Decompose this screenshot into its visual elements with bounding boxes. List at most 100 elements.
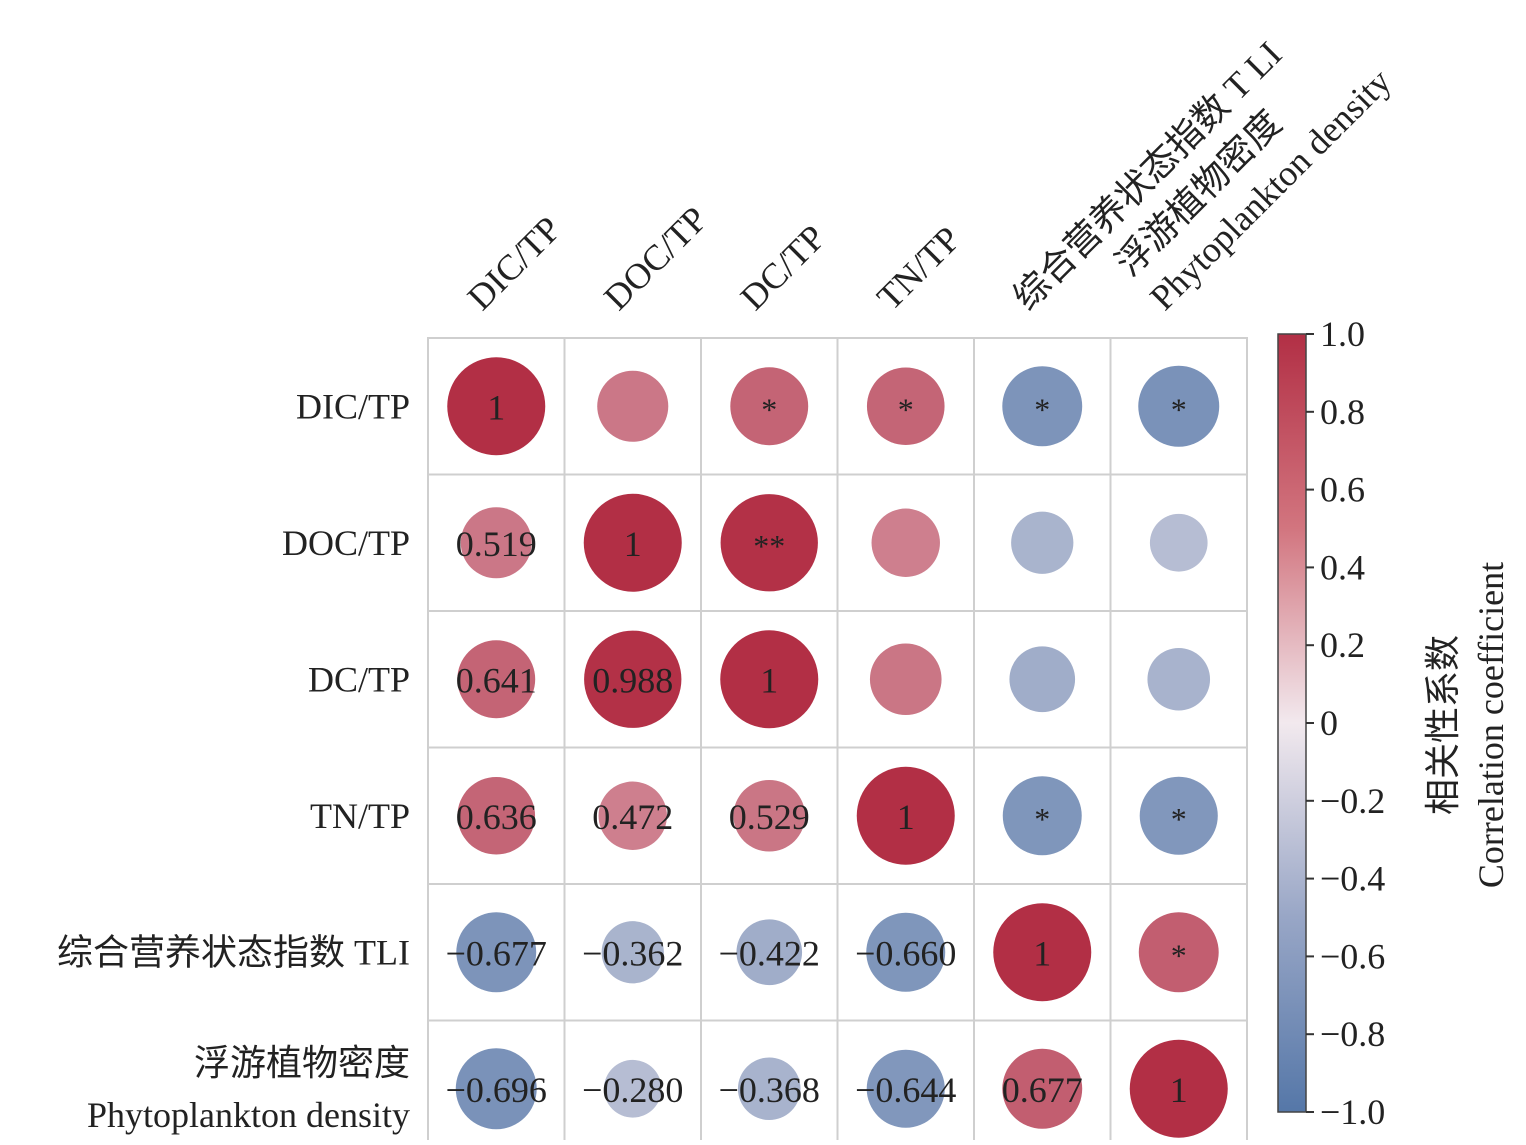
significance-mark: * <box>1034 801 1050 837</box>
colorbar-tick-label: −0.2 <box>1320 781 1385 821</box>
significance-mark: * <box>898 391 914 427</box>
column-label-line: 综合营养状态指数 T LI <box>1006 34 1290 318</box>
diagonal-label: 1 <box>1170 1070 1188 1110</box>
colorbar-tick-label: −1.0 <box>1320 1092 1385 1132</box>
correlation-circle <box>597 370 669 442</box>
significance-mark: ** <box>753 528 785 564</box>
colorbar-tick-label: 0.2 <box>1320 625 1365 665</box>
correlation-circle <box>457 640 536 719</box>
row-label: DC/TP <box>308 659 410 699</box>
correlation-value-label: −0.677 <box>446 933 547 973</box>
column-labels: DIC/TP DOC/TP DC/TP TN/TP 综合营养状态指数 T LI浮游植物密… <box>460 34 1399 318</box>
correlation-value-label: −0.368 <box>719 1070 820 1110</box>
column-label-line: DC/TP <box>733 217 833 317</box>
colorbar: 1.0 0.8 0.6 0.4 0.2 0 −0.2 −0.4 −0.6 −0.8 −1.0 相关性系… <box>1277 314 1511 1132</box>
correlation-circle <box>720 494 818 592</box>
correlation-circle <box>603 1059 662 1118</box>
colorbar-tick-label: 0 <box>1320 703 1338 743</box>
correlation-circle <box>866 912 946 992</box>
correlation-circle <box>1011 511 1074 574</box>
correlation-value-label: −0.644 <box>855 1070 956 1110</box>
matrix-cell <box>1109 1019 1248 1145</box>
correlation-circle <box>456 912 537 993</box>
correlation-value-label: −0.422 <box>719 933 820 973</box>
significance-mark: * <box>1171 937 1187 973</box>
correlation-circle <box>866 367 945 446</box>
correlation-value-label: −0.696 <box>446 1070 547 1110</box>
colorbar-tick-label: 0.8 <box>1320 392 1365 432</box>
significance-mark: * <box>1171 391 1187 427</box>
correlation-circle <box>1002 776 1082 856</box>
significance-mark: * <box>1034 391 1050 427</box>
colorbar-gradient <box>1277 333 1307 1113</box>
correlation-circle <box>598 781 667 850</box>
row-label: DIC/TP <box>296 386 410 426</box>
correlation-circle <box>455 1048 537 1130</box>
significance-mark: * <box>1171 801 1187 837</box>
correlation-circle <box>1138 912 1219 993</box>
correlation-value-label: −0.660 <box>855 933 956 973</box>
column-label: DIC/TP <box>460 209 569 318</box>
diagonal-label: 1 <box>897 797 915 837</box>
correlation-circle <box>1009 646 1076 713</box>
correlation-value-label: −0.362 <box>582 933 683 973</box>
correlation-circle <box>871 508 940 577</box>
colorbar-tick-label: 0.6 <box>1320 470 1365 510</box>
column-label-line: DIC/TP <box>460 209 569 318</box>
correlation-value-label: 0.677 <box>1002 1070 1083 1110</box>
correlation-circle <box>1138 365 1220 447</box>
correlation-circle <box>737 1057 801 1121</box>
diagonal-label: 1 <box>760 660 778 700</box>
diagonal-label: 1 <box>487 387 505 427</box>
row-label: 综合营养状态指数 TLI <box>57 932 410 972</box>
column-label: 综合营养状态指数 T LI <box>1006 34 1290 318</box>
correlation-circle <box>730 367 809 446</box>
diagonal-label: 1 <box>1033 933 1051 973</box>
correlation-circle <box>583 493 682 592</box>
correlation-value-label: −0.280 <box>582 1070 683 1110</box>
matrix-grid <box>427 337 1248 1145</box>
row-label: Phytoplankton density <box>87 1095 410 1135</box>
correlation-circle <box>869 643 942 716</box>
correlation-circles <box>447 357 1228 1138</box>
correlation-circle <box>584 630 682 728</box>
colorbar-title: 相关性系数 Correlation coefficient <box>1423 562 1511 888</box>
colorbar-tick-label: −0.6 <box>1320 936 1385 976</box>
correlation-circle <box>1149 513 1208 572</box>
column-label: TN/TP <box>869 219 968 318</box>
correlation-value-label: 0.519 <box>456 524 537 564</box>
column-label: DOC/TP <box>596 199 715 318</box>
correlation-circle <box>1002 366 1083 447</box>
colorbar-tick-label: 1.0 <box>1320 314 1365 354</box>
row-label: TN/TP <box>310 796 410 836</box>
row-labels: DIC/TP DOC/TP DC/TP TN/TP 综合营养状态指数 TLI 浮游植物密度… <box>57 386 410 1135</box>
correlation-circle <box>447 357 546 456</box>
row-label: DOC/TP <box>282 523 410 563</box>
colorbar-tick-label: 0.4 <box>1320 547 1365 587</box>
row-label: 浮游植物密度 <box>194 1043 410 1083</box>
correlation-circle <box>1139 776 1218 855</box>
column-label: DC/TP <box>733 217 833 317</box>
correlation-circle <box>733 779 806 852</box>
correlation-circle <box>856 766 955 865</box>
correlation-value-label: 0.988 <box>592 660 673 700</box>
correlation-value-label: 0.636 <box>456 797 537 837</box>
cell-labels: 1 * * * *0.519 1 **0.641 0.988 10.636 0.472 0.529 1… <box>446 387 1188 1110</box>
column-label-line: TN/TP <box>869 219 968 318</box>
colorbar-tick-label: −0.8 <box>1320 1014 1385 1054</box>
correlation-circle <box>866 1049 945 1128</box>
correlation-value-label: 0.641 <box>456 660 537 700</box>
correlation-circle <box>993 903 1092 1002</box>
correlation-value-label: 0.529 <box>729 797 810 837</box>
correlation-circle <box>601 921 664 984</box>
correlation-circle <box>1129 1039 1228 1138</box>
significance-mark: * <box>761 391 777 427</box>
colorbar-tick-label: −0.4 <box>1320 859 1385 899</box>
correlation-circle <box>736 919 803 986</box>
colorbar-title-line: 相关性系数 <box>1423 635 1463 815</box>
colorbar-title-line: Correlation coefficient <box>1471 562 1511 888</box>
correlation-circle <box>1147 647 1211 711</box>
column-label-line: DOC/TP <box>596 199 715 318</box>
